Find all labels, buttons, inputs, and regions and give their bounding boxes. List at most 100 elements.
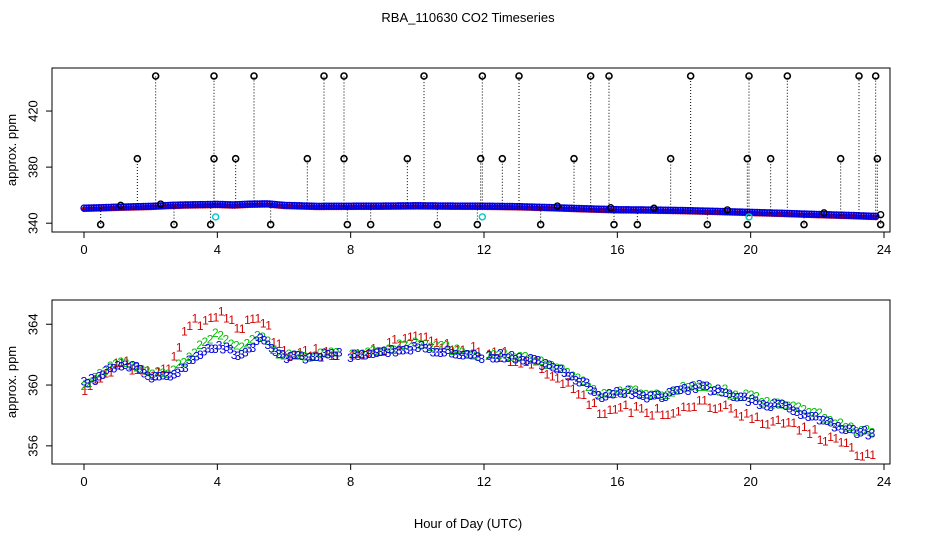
bottom-series-2-marker: 2 — [417, 338, 424, 352]
top-outlier-point — [515, 72, 523, 80]
bottom-series-2-marker: 2 — [328, 345, 335, 359]
top-series-3-point — [513, 202, 521, 211]
bottom-x-tick-label: 16 — [610, 474, 624, 489]
bottom-series-1-marker: 1 — [370, 342, 377, 356]
bottom-series-2-marker: 2 — [333, 346, 340, 360]
top-series-3-point — [533, 203, 541, 211]
bottom-series-3-marker: 3 — [118, 360, 125, 374]
top-series-3-point — [80, 204, 88, 212]
top-outlier-point — [876, 220, 885, 229]
bottom-series-1-marker: 1 — [249, 312, 256, 326]
bottom-series-3-marker: 3 — [598, 391, 605, 405]
bottom-series-2-marker: 2 — [758, 395, 765, 409]
top-series-3-point — [186, 201, 195, 209]
bottom-series-2-marker: 2 — [401, 338, 408, 352]
bottom-series-3-marker: 3 — [280, 347, 287, 361]
top-outlier-point — [873, 154, 882, 163]
bottom-series-2-marker: 2 — [496, 348, 503, 362]
bottom-series-3-marker: 3 — [666, 386, 673, 400]
top-series-3-point — [85, 204, 93, 212]
bottom-series-1-marker: 1 — [833, 431, 840, 445]
bottom-series-2-marker: 2 — [464, 347, 471, 361]
bottom-series-1-marker: 1 — [381, 344, 388, 358]
top-series-3-point — [582, 205, 591, 213]
top-series-3-point — [595, 205, 603, 213]
bottom-series-1-marker: 1 — [160, 362, 167, 376]
bottom-series-1-marker: 1 — [349, 349, 356, 363]
bottom-series-3-marker: 3 — [276, 347, 283, 361]
bottom-series-2-marker: 2 — [186, 350, 193, 364]
top-series-3-point — [654, 206, 662, 214]
bottom-series-3-marker: 3 — [437, 346, 444, 360]
top-series-3-point — [431, 202, 440, 210]
top-series-3-point — [110, 203, 118, 211]
top-series-3-point — [169, 201, 177, 209]
top-series-3-point — [223, 200, 232, 209]
top-series-3-point — [238, 200, 247, 209]
bottom-series-3-marker: 3 — [152, 369, 159, 383]
top-series-3-point — [414, 202, 422, 210]
bottom-series-2-marker: 2 — [391, 343, 398, 357]
bottom-series-3-marker: 3 — [261, 334, 268, 348]
bottom-series-2-marker: 2 — [727, 389, 734, 403]
top-series-3-point — [137, 202, 145, 211]
bottom-series-1-marker: 1 — [822, 435, 829, 449]
bottom-series-1-marker: 1 — [570, 382, 577, 396]
bottom-series-2-marker: 2 — [569, 369, 576, 383]
top-series-3-point — [166, 201, 175, 209]
top-outlier-point — [855, 72, 863, 80]
top-x-tick-label: 0 — [80, 242, 87, 257]
bottom-series-3-marker: 3 — [689, 380, 696, 394]
top-series-3-point — [360, 202, 368, 210]
top-series-3-point — [367, 202, 375, 210]
top-outlier-point — [340, 154, 348, 163]
top-series-3-point — [218, 200, 227, 209]
top-series-3-point — [377, 202, 385, 210]
top-series-3-point — [144, 202, 153, 210]
bottom-series-3-marker: 3 — [167, 370, 174, 384]
bottom-series-1-marker: 1 — [376, 345, 383, 359]
bottom-series-1-marker: 1 — [218, 304, 225, 318]
bottom-series-3-marker: 3 — [595, 388, 602, 402]
bottom-series-2-marker: 2 — [422, 337, 429, 351]
bottom-series-3-marker: 3 — [208, 342, 215, 356]
bottom-series-2-marker: 2 — [217, 328, 224, 342]
bottom-series-1-marker: 1 — [791, 416, 798, 430]
bottom-series-1-marker: 1 — [801, 420, 808, 434]
bottom-series-2-marker: 2 — [690, 379, 697, 393]
bottom-series-3-marker: 3 — [651, 388, 658, 402]
bottom-series-1-marker: 1 — [612, 402, 619, 416]
bottom-series-1-marker: 1 — [165, 362, 172, 376]
top-series-3-point — [446, 202, 454, 210]
top-outlier-point — [606, 204, 615, 212]
top-series-3-point — [463, 202, 472, 210]
bottom-series-2-marker: 2 — [506, 350, 513, 364]
bottom-series-3-marker: 3 — [193, 349, 200, 363]
top-outlier-point — [871, 72, 880, 80]
top-series-3-point — [399, 202, 407, 210]
bottom-series-2-marker: 2 — [779, 397, 786, 411]
top-series-3-point — [867, 212, 875, 220]
bottom-series-3-marker: 3 — [587, 384, 594, 398]
bottom-series-3-marker: 3 — [520, 353, 527, 367]
top-series-3-point — [278, 201, 286, 209]
x-axis-label: Hour of Day (UTC) — [414, 516, 522, 531]
top-series-3-point — [312, 202, 321, 210]
bottom-series-1-marker: 1 — [97, 372, 104, 386]
bottom-series-2-marker: 2 — [517, 350, 524, 364]
top-series-3-point — [523, 203, 531, 211]
bottom-series-2-marker: 2 — [695, 380, 702, 394]
top-series-3-point — [847, 211, 855, 220]
bottom-series-3-marker: 3 — [610, 388, 617, 402]
top-series-3-point — [637, 206, 645, 214]
bottom-series-1-marker: 1 — [118, 356, 125, 370]
top-series-3-point — [426, 202, 435, 210]
bottom-series-3-marker: 3 — [355, 349, 362, 363]
bottom-series-1-marker: 1 — [354, 347, 361, 361]
top-series-3-point — [696, 207, 704, 215]
bottom-series-3-marker: 3 — [786, 401, 793, 415]
bottom-series-1-marker: 1 — [691, 400, 698, 414]
bottom-series-1-marker: 1 — [554, 371, 561, 385]
bottom-series-1-marker: 1 — [580, 388, 587, 402]
top-outlier-point — [320, 72, 328, 80]
